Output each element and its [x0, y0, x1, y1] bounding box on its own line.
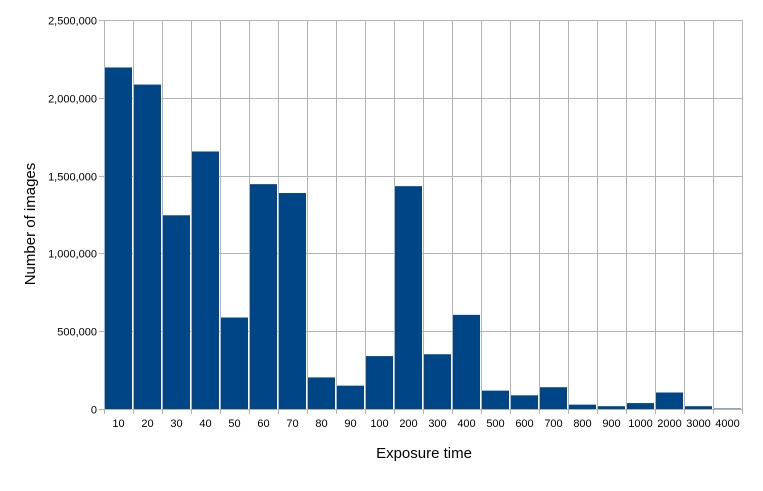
- x-tick-label: 30: [170, 418, 182, 430]
- bar-600: [511, 395, 538, 409]
- bar-80: [308, 377, 335, 409]
- x-tick-label: 10: [112, 418, 124, 430]
- bar-500: [482, 391, 509, 409]
- y-tick-labels: 0 500,000 1,000,000 1,500,000 2,000,000 2,500…: [48, 16, 97, 417]
- x-tick-label: 60: [257, 418, 269, 430]
- x-tick-labels: 10 20 30 40 50 60 70 80 90 100 200 300 400 500 600 700 8…: [112, 418, 739, 430]
- x-tick-label: 3000: [686, 418, 710, 430]
- x-tick-label: 50: [228, 418, 240, 430]
- bar-900: [598, 406, 625, 409]
- bar-70: [279, 193, 306, 409]
- y-tick-label: 1,500,000: [48, 172, 97, 184]
- bar-10: [105, 67, 132, 409]
- x-tick-label: 70: [286, 418, 298, 430]
- x-tick-label: 2000: [657, 418, 681, 430]
- bar-1000: [627, 403, 654, 409]
- x-tick-label: 500: [486, 418, 504, 430]
- bar-3000: [685, 406, 712, 409]
- x-tick-label: 600: [515, 418, 533, 430]
- bar-30: [163, 215, 190, 409]
- x-axis-title: Exposure time: [376, 445, 472, 462]
- bar-90: [337, 386, 364, 409]
- x-tick-label: 800: [573, 418, 591, 430]
- x-tick-label: 4000: [715, 418, 739, 430]
- bar-50: [221, 318, 248, 409]
- bar-40: [192, 151, 219, 409]
- x-tick-label: 900: [602, 418, 620, 430]
- y-axis-title: Number of images: [22, 163, 39, 286]
- x-tick-label: 90: [344, 418, 356, 430]
- bar-700: [540, 387, 567, 409]
- x-tick-label: 300: [428, 418, 446, 430]
- x-tick-label: 700: [544, 418, 562, 430]
- bar-60: [250, 184, 277, 409]
- x-tick-label: 80: [315, 418, 327, 430]
- bar-200: [395, 186, 422, 409]
- bar-100: [366, 356, 393, 409]
- y-tick-label: 2,500,000: [48, 16, 97, 28]
- x-tick-label: 200: [399, 418, 417, 430]
- y-tick-label: 2,000,000: [48, 94, 97, 106]
- bar-800: [569, 405, 596, 409]
- y-tick-label: 1,000,000: [48, 249, 97, 261]
- y-tick-label: 0: [91, 405, 97, 417]
- x-tick-label: 20: [141, 418, 153, 430]
- x-tick-label: 1000: [628, 418, 652, 430]
- x-tick-label: 100: [370, 418, 388, 430]
- y-tick-label: 500,000: [57, 327, 97, 339]
- bar-20: [134, 85, 161, 409]
- bar-2000: [656, 393, 683, 409]
- x-tick-label: 40: [199, 418, 211, 430]
- bar-300: [424, 354, 451, 409]
- x-tick-label: 400: [457, 418, 475, 430]
- bar-400: [453, 315, 480, 409]
